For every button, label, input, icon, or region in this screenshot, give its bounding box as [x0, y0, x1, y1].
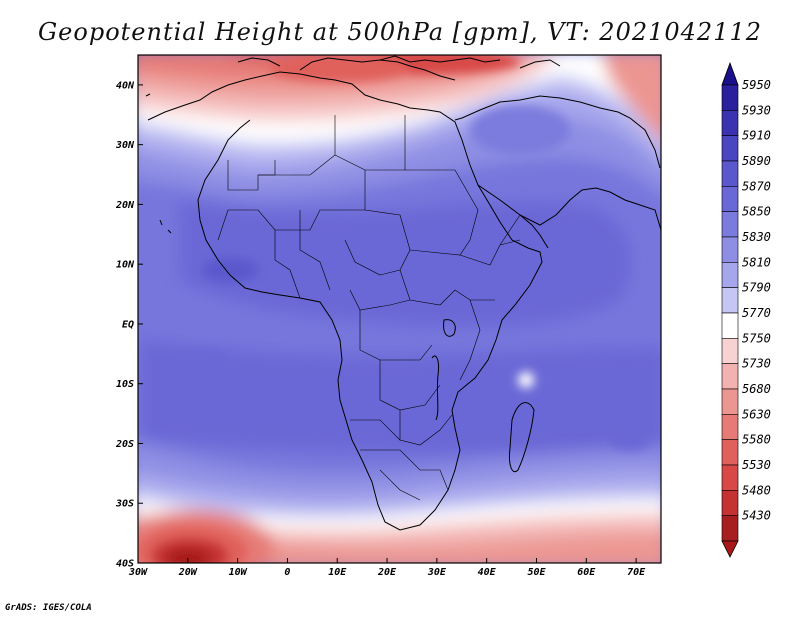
colorbar-label: 5810: [742, 255, 771, 269]
longitude-axis: 30W 20W 10W 0 10E 20E 30E 40E 50E 60E 70E: [128, 558, 646, 578]
country-borders: [217, 115, 521, 501]
lon-tick-label: 10W: [229, 567, 248, 578]
lat-tick-label: 30N: [115, 140, 135, 151]
lat-tick-label: 10S: [116, 379, 134, 390]
colorbar-swatch: [721, 262, 739, 288]
colorbar-label: 5580: [742, 433, 771, 447]
lon-tick-label: 0: [284, 567, 290, 578]
lon-tick-label: 30E: [427, 567, 447, 578]
colorbar-bottom-cap: [721, 540, 739, 558]
colorbar-label: 5750: [742, 331, 771, 345]
colorbar-swatch: [721, 186, 739, 212]
colorbar-label: 5680: [742, 382, 771, 396]
lat-tick-label: 10N: [116, 260, 135, 271]
colorbar-swatch: [721, 236, 739, 263]
colorbar-label: 5730: [742, 357, 771, 371]
colorbar-swatch: [721, 414, 739, 440]
lon-tick-label: 20W: [178, 567, 198, 578]
lat-tick-label: 20S: [115, 439, 134, 450]
colorbar-swatch: [721, 110, 739, 136]
latitude-axis: 40N 30N 20N 10N EQ 10S 20S 30S 40S: [115, 80, 143, 570]
colorbar-swatch: [721, 135, 739, 162]
geopotential-height-field: [138, 55, 661, 563]
colorbar-label: 5950: [742, 78, 771, 92]
colorbar-label: 5830: [742, 230, 771, 244]
colorbar-swatch: [721, 388, 739, 415]
map-frame: [137, 54, 662, 564]
colorbar-swatch: [721, 84, 739, 111]
colorbar-label: 5870: [742, 179, 771, 193]
colorbar-swatch: [721, 211, 739, 238]
colorbar-label: 5630: [742, 407, 771, 421]
lon-tick-label: 30W: [128, 567, 148, 578]
lat-tick-label: 20N: [115, 200, 135, 211]
colorbar-label: 5480: [742, 483, 771, 497]
colorbar: 5950 5930 5910 5890 5870 5850 5830 5810 5790 5770…: [721, 61, 771, 558]
colorbar-swatch: [721, 312, 739, 339]
lon-tick-label: 40E: [478, 567, 497, 578]
colorbar-label: 5530: [742, 458, 771, 472]
lat-tick-label: 40N: [116, 80, 135, 91]
colorbar-swatch: [721, 363, 739, 390]
lat-tick-label: 40S: [116, 559, 134, 570]
lat-tick-label: EQ: [122, 319, 134, 330]
colorbar-label: 5890: [742, 154, 771, 168]
colorbar-swatch: [721, 338, 739, 364]
lon-tick-label: 50E: [527, 567, 546, 578]
lon-tick-label: 70E: [627, 567, 646, 578]
colorbar-label: 5790: [742, 281, 771, 295]
lon-tick-label: 10E: [328, 567, 347, 578]
colorbar-label: 5930: [742, 103, 771, 117]
colorbar-swatch: [721, 464, 739, 491]
colorbar-label: 5850: [742, 205, 771, 219]
software-credit: GrADS: IGES/COLA: [5, 603, 92, 613]
colorbar-label: 5910: [742, 129, 771, 143]
colorbar-swatch: [721, 287, 739, 314]
map-title: Geopotential Height at 500hPa [gpm], VT:…: [38, 18, 762, 46]
colorbar-swatch: [721, 160, 739, 187]
lon-tick-label: 20E: [377, 567, 397, 578]
colorbar-swatch: [721, 439, 739, 466]
lat-tick-label: 30S: [115, 499, 134, 510]
colorbar-swatch: [721, 515, 739, 542]
colorbar-swatch: [721, 490, 739, 516]
colorbar-top-cap: [721, 61, 739, 86]
lon-tick-label: 60E: [577, 567, 596, 578]
colorbar-label: 5770: [742, 306, 771, 320]
colorbar-label: 5430: [742, 509, 771, 523]
